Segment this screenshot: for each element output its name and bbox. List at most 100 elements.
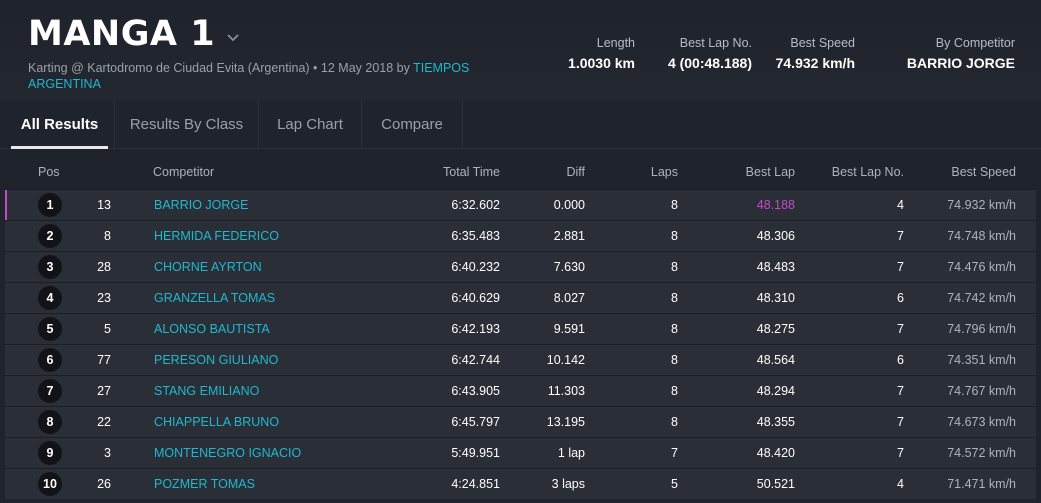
competitor-name[interactable]: POZMER TOMAS xyxy=(154,477,255,491)
competitor-name[interactable]: CHIAPPELLA BRUNO xyxy=(154,415,280,429)
diff: 3 laps xyxy=(551,477,585,491)
total-time: 6:35.483 xyxy=(451,229,500,243)
stat-best-speed: Best Speed 74.932 km/h xyxy=(776,36,855,71)
best-lap: 48.275 xyxy=(756,322,795,336)
diff: 0.000 xyxy=(553,198,585,212)
total-time: 6:42.744 xyxy=(451,353,500,367)
laps: 8 xyxy=(671,260,678,274)
position-badge: 2 xyxy=(38,224,62,248)
total-time: 6:45.797 xyxy=(451,415,500,429)
laps: 8 xyxy=(671,353,678,367)
laps: 8 xyxy=(671,229,678,243)
session-header: MANGA 1 Karting @ Kartodromo de Ciudad E… xyxy=(0,0,1041,100)
best-lap-no: 7 xyxy=(897,384,904,398)
tab-all-results[interactable]: All Results xyxy=(5,100,115,149)
table-row[interactable]: 1 13 BARRIO JORGE 6:32.602 0.000 8 48.188 4 74.9… xyxy=(5,189,1036,220)
laps: 8 xyxy=(671,322,678,336)
best-lap: 50.521 xyxy=(756,477,795,491)
best-lap: 48.188 xyxy=(756,198,795,212)
tab-compare[interactable]: Compare xyxy=(362,100,463,148)
position-badge: 7 xyxy=(38,379,62,403)
stat-best-lap-no: Best Lap No. 4 (00:48.188) xyxy=(668,36,752,71)
diff: 11.303 xyxy=(547,384,585,398)
competitor-name[interactable]: PERESON GIULIANO xyxy=(154,353,279,367)
table-row[interactable]: 8 22 CHIAPPELLA BRUNO 6:45.797 13.195 8 48.355… xyxy=(5,406,1036,437)
session-title: MANGA 1 xyxy=(28,14,216,54)
results-table: Pos Competitor Total Time Diff Laps Best… xyxy=(5,156,1036,499)
best-lap-no: 4 xyxy=(897,477,904,491)
stat-label: Best Speed xyxy=(790,36,855,50)
position-badge: 10 xyxy=(38,472,62,496)
best-lap-no: 6 xyxy=(897,291,904,305)
results-tabs: All Results Results By Class Lap Chart C… xyxy=(0,100,1041,149)
position-badge: 8 xyxy=(38,410,62,434)
position-badge: 1 xyxy=(38,193,62,217)
kart-number: 26 xyxy=(97,477,111,491)
table-row[interactable]: 10 26 POZMER TOMAS 4:24.851 3 laps 5 50.521 4 71… xyxy=(5,468,1036,499)
stat-label: By Competitor xyxy=(935,36,1015,50)
table-row[interactable]: 9 3 MONTENEGRO IGNACIO 5:49.951 1 lap 7 48.420… xyxy=(5,437,1036,468)
total-time: 5:49.951 xyxy=(451,446,500,460)
kart-number: 13 xyxy=(97,198,111,212)
kart-number: 8 xyxy=(104,229,111,243)
best-lap-no: 7 xyxy=(897,260,904,274)
table-row[interactable]: 5 5 ALONSO BAUTISTA 6:42.193 9.591 8 48.275 7 74… xyxy=(5,313,1036,344)
diff: 1 lap xyxy=(557,446,585,460)
stat-label: Length xyxy=(596,36,635,50)
stat-value: 1.0030 km xyxy=(568,55,635,71)
col-diff[interactable]: Diff xyxy=(566,165,585,179)
stat-value: 4 (00:48.188) xyxy=(667,55,752,71)
competitor-name[interactable]: MONTENEGRO IGNACIO xyxy=(154,446,302,460)
competitor-name[interactable]: HERMIDA FEDERICO xyxy=(154,229,280,243)
competitor-name[interactable]: STANG EMILIANO xyxy=(154,384,260,398)
best-speed: 74.742 km/h xyxy=(947,291,1016,305)
col-best-lap-no[interactable]: Best Lap No. xyxy=(831,165,904,179)
best-lap: 48.310 xyxy=(756,291,795,305)
competitor-name[interactable]: ALONSO BAUTISTA xyxy=(154,322,270,336)
col-laps[interactable]: Laps xyxy=(650,165,678,179)
competitor-name[interactable]: CHORNE AYRTON xyxy=(154,260,262,274)
col-competitor[interactable]: Competitor xyxy=(153,165,215,179)
stat-by-competitor: By Competitor BARRIO JORGE xyxy=(907,36,1015,71)
kart-number: 27 xyxy=(97,384,111,398)
table-row[interactable]: 4 23 GRANZELLA TOMAS 6:40.629 8.027 8 48.310 6 7… xyxy=(5,282,1036,313)
tab-results-by-class[interactable]: Results By Class xyxy=(115,100,259,148)
col-total-time[interactable]: Total Time xyxy=(443,165,500,179)
organizer-link[interactable]: TIEMPOS ARGENTINA xyxy=(28,61,470,91)
total-time: 6:42.193 xyxy=(451,322,500,336)
col-pos[interactable]: Pos xyxy=(38,165,60,179)
best-lap: 48.420 xyxy=(756,446,795,460)
best-lap-no: 7 xyxy=(897,446,904,460)
position-badge: 3 xyxy=(38,255,62,279)
kart-number: 23 xyxy=(97,291,111,305)
laps: 8 xyxy=(671,291,678,305)
kart-number: 22 xyxy=(97,415,111,429)
kart-number: 5 xyxy=(104,322,111,336)
competitor-name[interactable]: GRANZELLA TOMAS xyxy=(154,291,276,305)
best-lap-no: 7 xyxy=(897,229,904,243)
chevron-down-icon[interactable] xyxy=(225,29,241,45)
competitor-name[interactable]: BARRIO JORGE xyxy=(154,198,249,212)
total-time: 6:40.232 xyxy=(451,260,500,274)
position-badge: 9 xyxy=(38,441,62,465)
best-speed: 74.351 km/h xyxy=(947,353,1016,367)
col-best-speed[interactable]: Best Speed xyxy=(951,165,1016,179)
stat-value: 74.932 km/h xyxy=(775,55,855,71)
tab-lap-chart[interactable]: Lap Chart xyxy=(259,100,362,148)
total-time: 6:43.905 xyxy=(451,384,500,398)
best-lap: 48.294 xyxy=(756,384,795,398)
best-speed: 74.572 km/h xyxy=(947,446,1016,460)
best-speed: 74.476 km/h xyxy=(947,260,1016,274)
col-best-lap[interactable]: Best Lap xyxy=(745,165,795,179)
table-row[interactable]: 6 77 PERESON GIULIANO 6:42.744 10.142 8 48.564… xyxy=(5,344,1036,375)
table-row[interactable]: 3 28 CHORNE AYRTON 6:40.232 7.630 8 48.483 7 74.… xyxy=(5,251,1036,282)
total-time: 6:40.629 xyxy=(451,291,500,305)
table-body: 1 13 BARRIO JORGE 6:32.602 0.000 8 48.188 4 74.9… xyxy=(5,189,1036,499)
best-lap-no: 4 xyxy=(897,198,904,212)
table-row[interactable]: 2 8 HERMIDA FEDERICO 6:35.483 2.881 8 48.306 7 7… xyxy=(5,220,1036,251)
table-row[interactable]: 7 27 STANG EMILIANO 6:43.905 11.303 8 48.294 7 7… xyxy=(5,375,1036,406)
best-lap: 48.483 xyxy=(756,260,795,274)
best-speed: 74.673 km/h xyxy=(947,415,1016,429)
total-time: 4:24.851 xyxy=(451,477,500,491)
position-badge: 4 xyxy=(38,286,62,310)
